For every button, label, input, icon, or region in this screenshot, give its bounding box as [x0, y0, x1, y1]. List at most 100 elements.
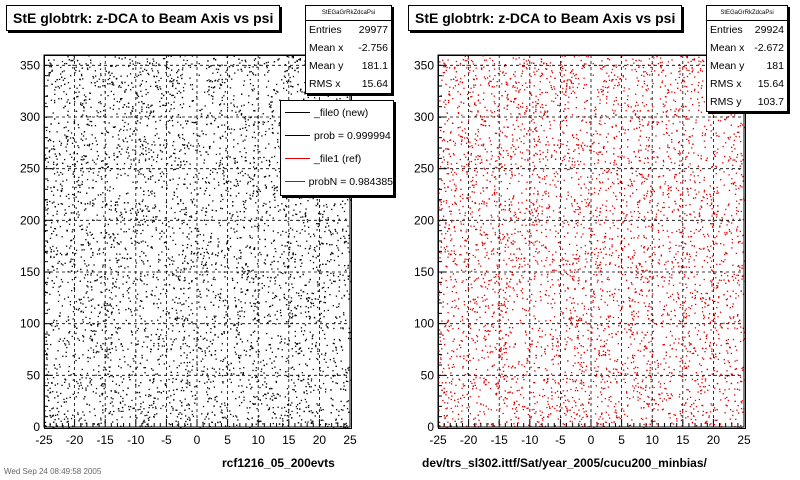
data-point [75, 196, 77, 198]
data-point [180, 348, 182, 350]
data-point [183, 362, 185, 364]
data-point [219, 83, 221, 85]
data-point [120, 153, 122, 155]
data-point [284, 245, 286, 247]
data-point [49, 247, 51, 249]
data-point [67, 193, 70, 196]
data-point [224, 404, 226, 407]
data-point [296, 408, 298, 410]
data-point [76, 380, 78, 383]
data-point [163, 144, 165, 146]
data-point [328, 229, 330, 231]
data-point [130, 237, 132, 239]
data-point [151, 144, 153, 146]
data-point [255, 423, 257, 425]
data-point [241, 341, 243, 343]
data-point [65, 351, 67, 353]
data-point [272, 292, 274, 294]
data-point [310, 351, 312, 353]
data-point [108, 208, 111, 211]
data-point [126, 129, 128, 131]
data-point [296, 67, 298, 69]
data-point [46, 357, 48, 359]
data-point [261, 161, 263, 163]
data-point [268, 286, 270, 288]
data-point [118, 101, 121, 103]
data-point [185, 382, 187, 384]
data-point [141, 210, 143, 213]
data-point [313, 304, 315, 307]
data-point [188, 314, 190, 316]
data-point [303, 222, 305, 224]
data-point [92, 330, 94, 332]
data-point [223, 175, 225, 177]
data-point [208, 93, 210, 96]
data-point [82, 78, 84, 80]
data-point [92, 237, 95, 239]
data-point [238, 334, 240, 336]
data-point [95, 140, 97, 142]
data-point [103, 366, 105, 368]
data-point [153, 380, 155, 383]
data-point [135, 122, 138, 125]
data-point [186, 247, 188, 249]
data-point [250, 342, 253, 344]
data-point [329, 294, 331, 296]
data-point [158, 336, 160, 338]
data-point [285, 206, 288, 208]
data-point [256, 195, 258, 197]
data-point [207, 400, 209, 403]
data-point [154, 181, 157, 183]
data-point [58, 153, 61, 155]
data-point [147, 260, 149, 262]
data-point [186, 262, 189, 264]
data-point [271, 337, 273, 339]
data-point [317, 255, 320, 257]
data-point [159, 316, 162, 318]
data-point [62, 79, 64, 81]
data-point [125, 211, 127, 213]
data-point [309, 331, 311, 333]
data-point [263, 156, 265, 159]
data-point [329, 230, 331, 233]
data-point [276, 375, 278, 378]
data-point [207, 60, 209, 62]
data-point [74, 264, 76, 266]
data-point [64, 77, 66, 80]
data-point [147, 245, 149, 247]
data-point [199, 150, 201, 153]
data-point [172, 381, 174, 383]
data-point [51, 382, 53, 384]
data-point [118, 327, 120, 329]
data-point [160, 293, 162, 295]
data-point [171, 94, 173, 97]
data-point [142, 153, 144, 156]
data-point [183, 221, 185, 224]
data-point [125, 231, 127, 233]
data-point [130, 212, 132, 214]
data-point [136, 117, 138, 119]
data-point [202, 338, 204, 340]
data-point [180, 199, 182, 201]
data-point [316, 245, 318, 247]
data-point [84, 203, 86, 205]
data-point [153, 400, 155, 403]
data-point [285, 215, 287, 218]
data-point [271, 399, 274, 401]
data-point [270, 181, 273, 183]
data-point [276, 318, 278, 321]
data-point [317, 389, 319, 391]
data-point [206, 267, 208, 269]
data-point [182, 103, 185, 105]
data-point [113, 98, 115, 100]
data-point [122, 397, 124, 400]
data-point [280, 341, 282, 343]
data-point [317, 202, 319, 204]
data-point [279, 209, 281, 211]
data-point [337, 215, 339, 217]
data-point [76, 213, 78, 215]
data-point [300, 203, 302, 205]
data-point [121, 345, 123, 347]
data-point [182, 339, 184, 341]
data-point [268, 408, 270, 410]
